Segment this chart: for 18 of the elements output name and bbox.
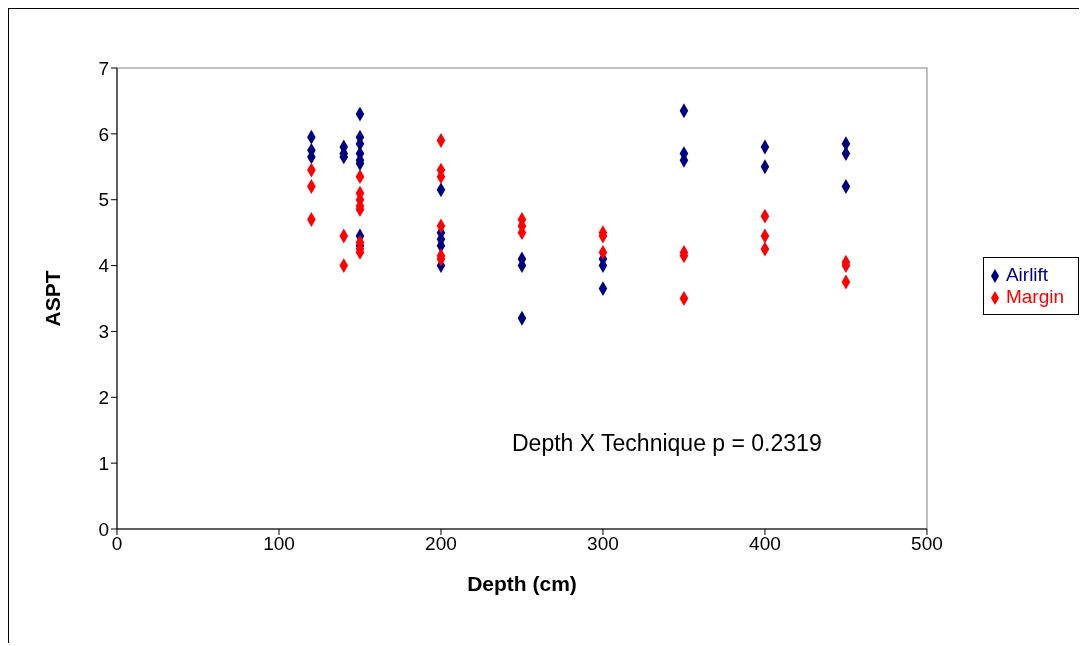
x-tick-label: 500 (911, 533, 943, 555)
y-tick-label: 0 (98, 518, 109, 540)
x-tick-label: 400 (749, 533, 781, 555)
y-axis-title: ASPT (41, 270, 65, 327)
x-axis-title: Depth (cm) (467, 572, 577, 595)
x-tick-label: 100 (263, 533, 295, 555)
x-tick-label: 300 (587, 533, 619, 555)
y-tick-label: 4 (98, 255, 110, 277)
y-tick-label: 5 (98, 189, 109, 211)
y-tick-label: 7 (98, 57, 109, 79)
y-tick-label: 6 (98, 123, 109, 145)
y-tick-label: 1 (98, 452, 109, 474)
legend-label: Airlift (1005, 264, 1049, 285)
x-tick-label: 200 (425, 533, 457, 555)
y-tick-label: 2 (98, 387, 109, 409)
y-tick-label: 3 (98, 321, 109, 343)
legend-label: Margin (1005, 286, 1064, 307)
annotation: Depth X Technique p = 0.2319 (512, 430, 822, 457)
